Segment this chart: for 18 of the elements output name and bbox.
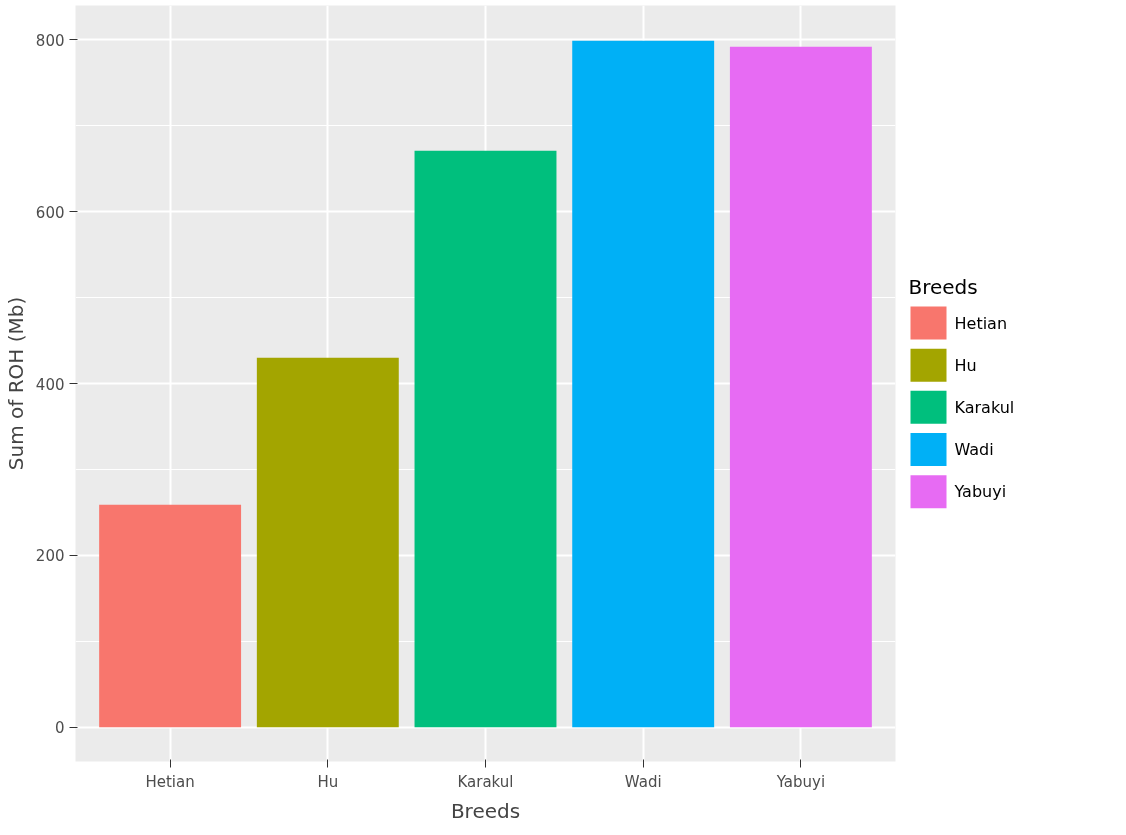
x-tick-label: Wadi	[624, 772, 662, 791]
y-tick-label: 200	[35, 547, 65, 566]
y-axis-title: Sum of ROH (Mb)	[3, 296, 28, 471]
legend-label: Hetian	[954, 313, 1008, 333]
y-tick-label: 400	[35, 375, 65, 394]
legend-title: Breeds	[908, 275, 978, 300]
y-tick-label: 600	[35, 203, 65, 222]
legend-label: Wadi	[954, 439, 994, 459]
legend-label: Karakul	[954, 397, 1015, 417]
y-tick-label: 800	[35, 31, 65, 50]
x-tick-label: Hetian	[145, 772, 195, 791]
legend-label: Hu	[954, 355, 977, 375]
x-tick-label: Yabuyi	[775, 772, 826, 791]
x-axis-title: Breeds	[450, 798, 521, 823]
x-tick-label: Karakul	[457, 772, 514, 791]
y-tick-label: 0	[54, 719, 65, 738]
x-tick-label: Hu	[317, 772, 339, 791]
legend-label: Yabuyi	[953, 482, 1007, 502]
